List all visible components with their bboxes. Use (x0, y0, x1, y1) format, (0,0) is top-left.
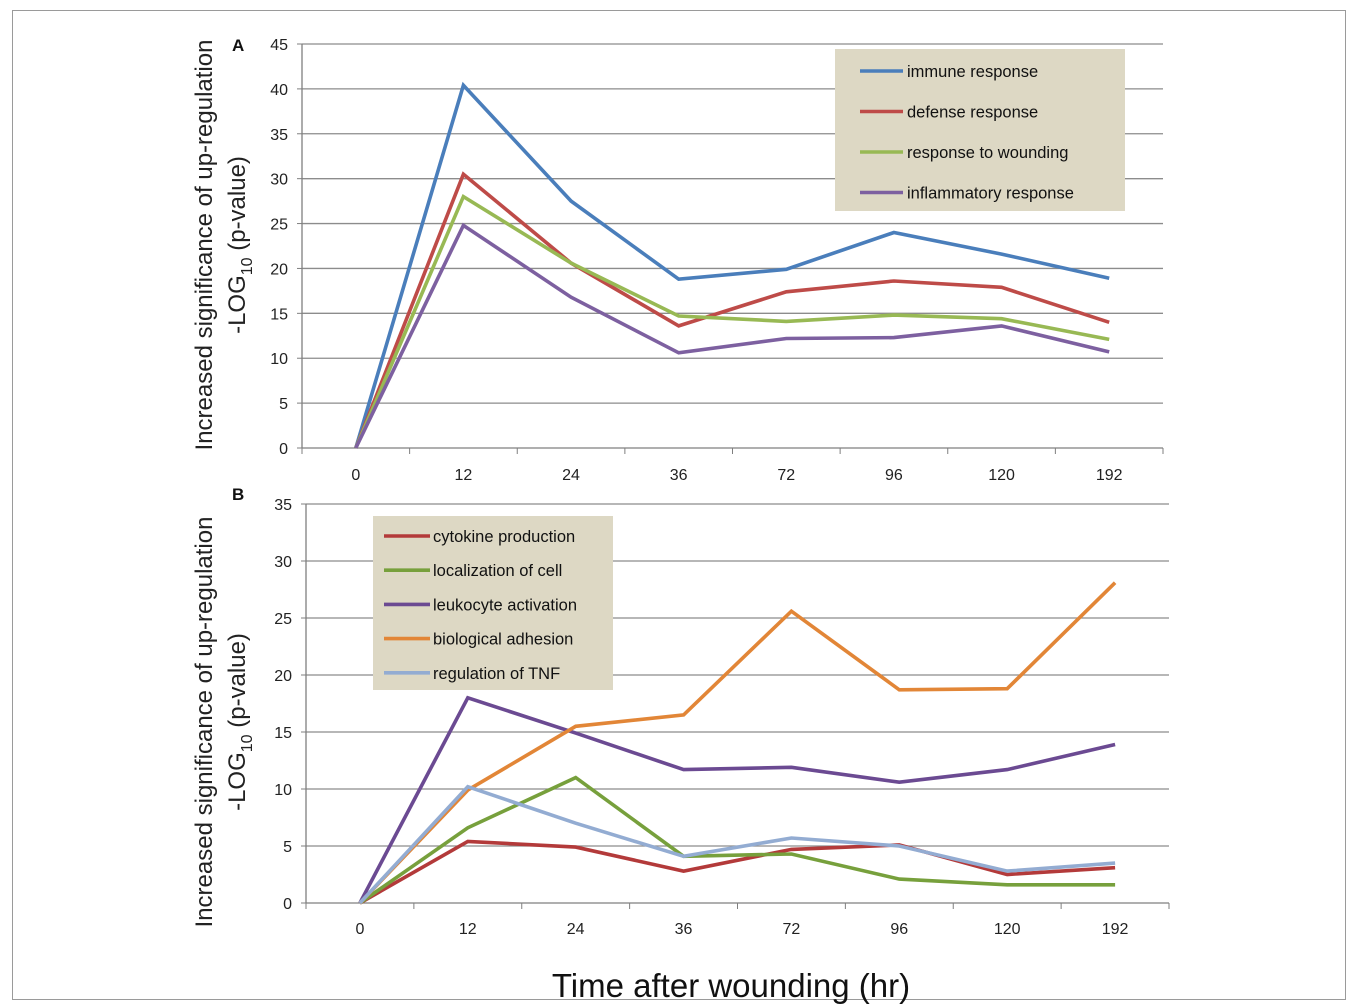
panel-a-ytick-label: 35 (270, 127, 288, 144)
panel-a-series-3-line (354, 222, 1110, 449)
panel-a-legend (835, 49, 1125, 211)
panel-a-ylabel-prefix: -LOG (224, 275, 251, 334)
panel-b-plot: 0 5 10 15 20 25 30 35 0 12 24 36 72 96 120 192 cytokine … (274, 497, 1170, 938)
panel-a-ytick-label: 45 (270, 37, 288, 54)
panel-b-legend-label: biological adhesion (433, 631, 573, 649)
panel-a-ytick-label: 0 (279, 441, 288, 458)
panel-b-ytick-label: 20 (274, 668, 292, 685)
panel-a-ylabel-line1: Increased significance of up-regulation (191, 40, 218, 451)
panel-b-legend-label: regulation of TNF (433, 665, 560, 683)
panel-b-legend-label: cytokine production (433, 528, 575, 546)
panel-b-xtick-label: 96 (890, 921, 908, 938)
panel-a-ylabel-sub: 10 (239, 257, 256, 275)
figure-frame (12, 10, 1346, 1000)
panel-b-ytick-label: 10 (274, 782, 292, 799)
panel-b-xtick-label: 0 (355, 921, 364, 938)
panel-b-xtick-label: 24 (567, 921, 585, 938)
panel-b-xtick-label: 192 (1102, 921, 1129, 938)
panel-b-ytick-label: 0 (283, 896, 292, 913)
panel-a-xtick-label: 72 (777, 467, 795, 484)
panel-b-ytick-label: 25 (274, 611, 292, 628)
panel-a-xtick-label: 36 (670, 467, 688, 484)
panel-a-legend-label: defense response (907, 104, 1038, 122)
panel-a-ytick-label: 30 (270, 172, 288, 189)
panel-a-series-1-line (354, 171, 1110, 449)
panel-b-ylabel-suffix: (p-value) (224, 633, 251, 734)
panel-a-series-0-line (354, 81, 1110, 449)
panel-a-label: A (232, 36, 244, 55)
panel-a-plot: 0 5 10 15 20 25 30 35 40 45 0 12 24 36 72 96 120 192 immun… (270, 37, 1164, 484)
panel-b-series-2-line (358, 695, 1116, 904)
panel-a-xtick-label: 96 (885, 467, 903, 484)
panel-b-ylabel-sub: 10 (239, 734, 256, 752)
panel-b-legend-label: leukocyte activation (433, 596, 577, 614)
panel-b-ytick-label: 15 (274, 725, 292, 742)
panel-a-ylabel-suffix: (p-value) (224, 156, 251, 257)
panel-a-ytick-label: 25 (270, 217, 288, 234)
panel-b-series-0-line (359, 839, 1116, 905)
panel-a-ytick-label: 5 (279, 396, 288, 413)
panel-b-ytick-label: 5 (283, 839, 292, 856)
panel-a-xtick-label: 12 (455, 467, 473, 484)
panel-b-ytick-label: 30 (274, 554, 292, 571)
panel-a-legend-label: immune response (907, 63, 1038, 81)
panel-b-label: B (232, 485, 244, 504)
panel-b-series-3-line (358, 581, 1117, 905)
panel-a-ytick-label: 15 (270, 306, 288, 323)
panel-b-legend-label: localization of cell (433, 562, 562, 580)
panel-b-ylabel: Increased significance of up-regulation (191, 517, 218, 928)
panel-a-series-2-line (354, 193, 1110, 449)
panel-b-ytick-label: 35 (274, 497, 292, 514)
panel-a-xtick-label: 0 (351, 467, 360, 484)
panel-a-legend-label: inflammatory response (907, 185, 1074, 203)
panel-a-legend-label: response to wounding (907, 144, 1068, 162)
panel-b-ylabel-prefix: -LOG (224, 752, 251, 811)
panel-b-xtick-label: 72 (783, 921, 801, 938)
panel-b-series-4-line (358, 784, 1116, 905)
panel-a-ytick-label: 40 (270, 82, 288, 99)
panel-a-xtick-label: 24 (562, 467, 580, 484)
panel-a-ylabel: Increased significance of up-regulation (191, 40, 218, 451)
panel-b-xtick-label: 120 (994, 921, 1021, 938)
panel-a-xtick-label: 120 (988, 467, 1015, 484)
panel-b-xtick-label: 36 (675, 921, 693, 938)
panel-b-series-1-line (358, 775, 1116, 905)
panel-a-ytick-label: 10 (270, 351, 288, 368)
panel-a-xtick-label: 192 (1096, 467, 1123, 484)
panel-b-ylabel-line1: Increased significance of up-regulation (191, 517, 218, 928)
x-axis-title: Time after wounding (hr) (552, 967, 910, 1004)
panel-a-ylabel-2: -LOG10 (p-value) (224, 156, 256, 334)
panel-b-xtick-label: 12 (459, 921, 477, 938)
panel-a-ytick-label: 20 (270, 261, 288, 278)
panel-b-ylabel-2: -LOG10 (p-value) (224, 633, 256, 811)
